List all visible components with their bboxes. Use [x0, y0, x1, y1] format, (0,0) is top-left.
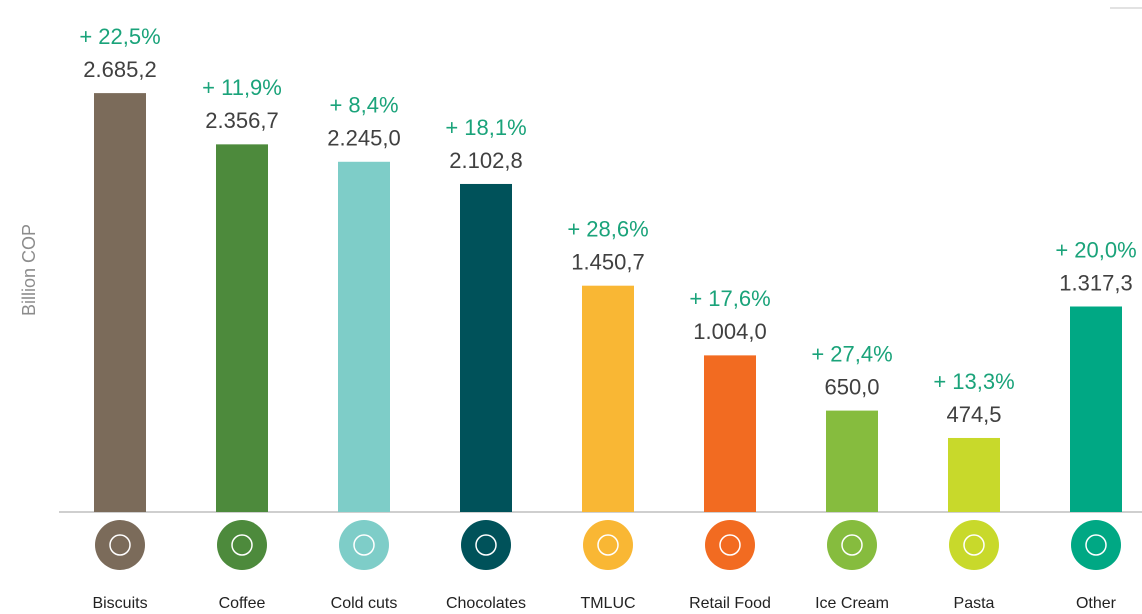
value-label: 2.685,2: [83, 57, 156, 82]
x-tick-label: Pasta: [954, 595, 995, 612]
growth-label: + 22,5%: [79, 24, 160, 49]
growth-label: + 8,4%: [329, 93, 398, 118]
growth-label: + 13,3%: [933, 369, 1014, 394]
value-label: 2.102,8: [449, 148, 522, 173]
bar: [948, 437, 1000, 512]
category-icon: [949, 520, 999, 570]
category-icon: [461, 520, 511, 570]
growth-label: + 28,6%: [567, 217, 648, 242]
growth-label: + 27,4%: [811, 341, 892, 366]
x-tick-label: Retail Food: [689, 595, 771, 612]
value-label: 2.245,0: [327, 126, 400, 151]
x-tick-label: Ice Cream: [815, 595, 889, 612]
x-tick-label: Coffee: [219, 595, 266, 612]
value-label: 474,5: [946, 402, 1001, 427]
growth-label: + 17,6%: [689, 286, 770, 311]
x-tick-label: TMLUC: [580, 595, 635, 612]
bar: [582, 285, 634, 512]
x-tick-label: Cold cuts: [331, 595, 398, 612]
growth-label: + 11,9%: [202, 75, 282, 100]
value-label: 650,0: [824, 374, 879, 399]
category-icon: [95, 520, 145, 570]
icon-glyph: [109, 534, 131, 556]
bar: [704, 355, 756, 512]
icon-glyph: [597, 534, 619, 556]
bar: [216, 144, 268, 512]
bar: [1070, 306, 1122, 512]
category-icon: [1071, 520, 1121, 570]
x-tick-label: Biscuits: [92, 595, 147, 612]
value-label: 1.317,3: [1059, 270, 1132, 295]
bar: [338, 161, 390, 512]
category-icon: [827, 520, 877, 570]
icon-glyph: [963, 534, 985, 556]
icon-glyph: [353, 534, 375, 556]
icon-glyph: [475, 534, 497, 556]
value-label: 1.004,0: [693, 319, 766, 344]
icon-glyph: [719, 534, 741, 556]
y-axis-label: Billion COP: [19, 224, 39, 316]
x-tick-label: Other: [1076, 595, 1117, 612]
category-icon: [583, 520, 633, 570]
category-icon: [217, 520, 267, 570]
value-label: 1.450,7: [571, 250, 644, 275]
value-label: 2.356,7: [205, 108, 278, 133]
bar: [460, 183, 512, 512]
icon-glyph: [1085, 534, 1107, 556]
category-icon: [339, 520, 389, 570]
icon-glyph: [841, 534, 863, 556]
growth-label: + 18,1%: [445, 115, 526, 140]
bar: [94, 93, 146, 513]
bar: [826, 410, 878, 512]
category-icon: [705, 520, 755, 570]
x-tick-label: Chocolates: [446, 595, 526, 612]
icon-glyph: [231, 534, 253, 556]
growth-label: + 20,0%: [1055, 237, 1136, 262]
